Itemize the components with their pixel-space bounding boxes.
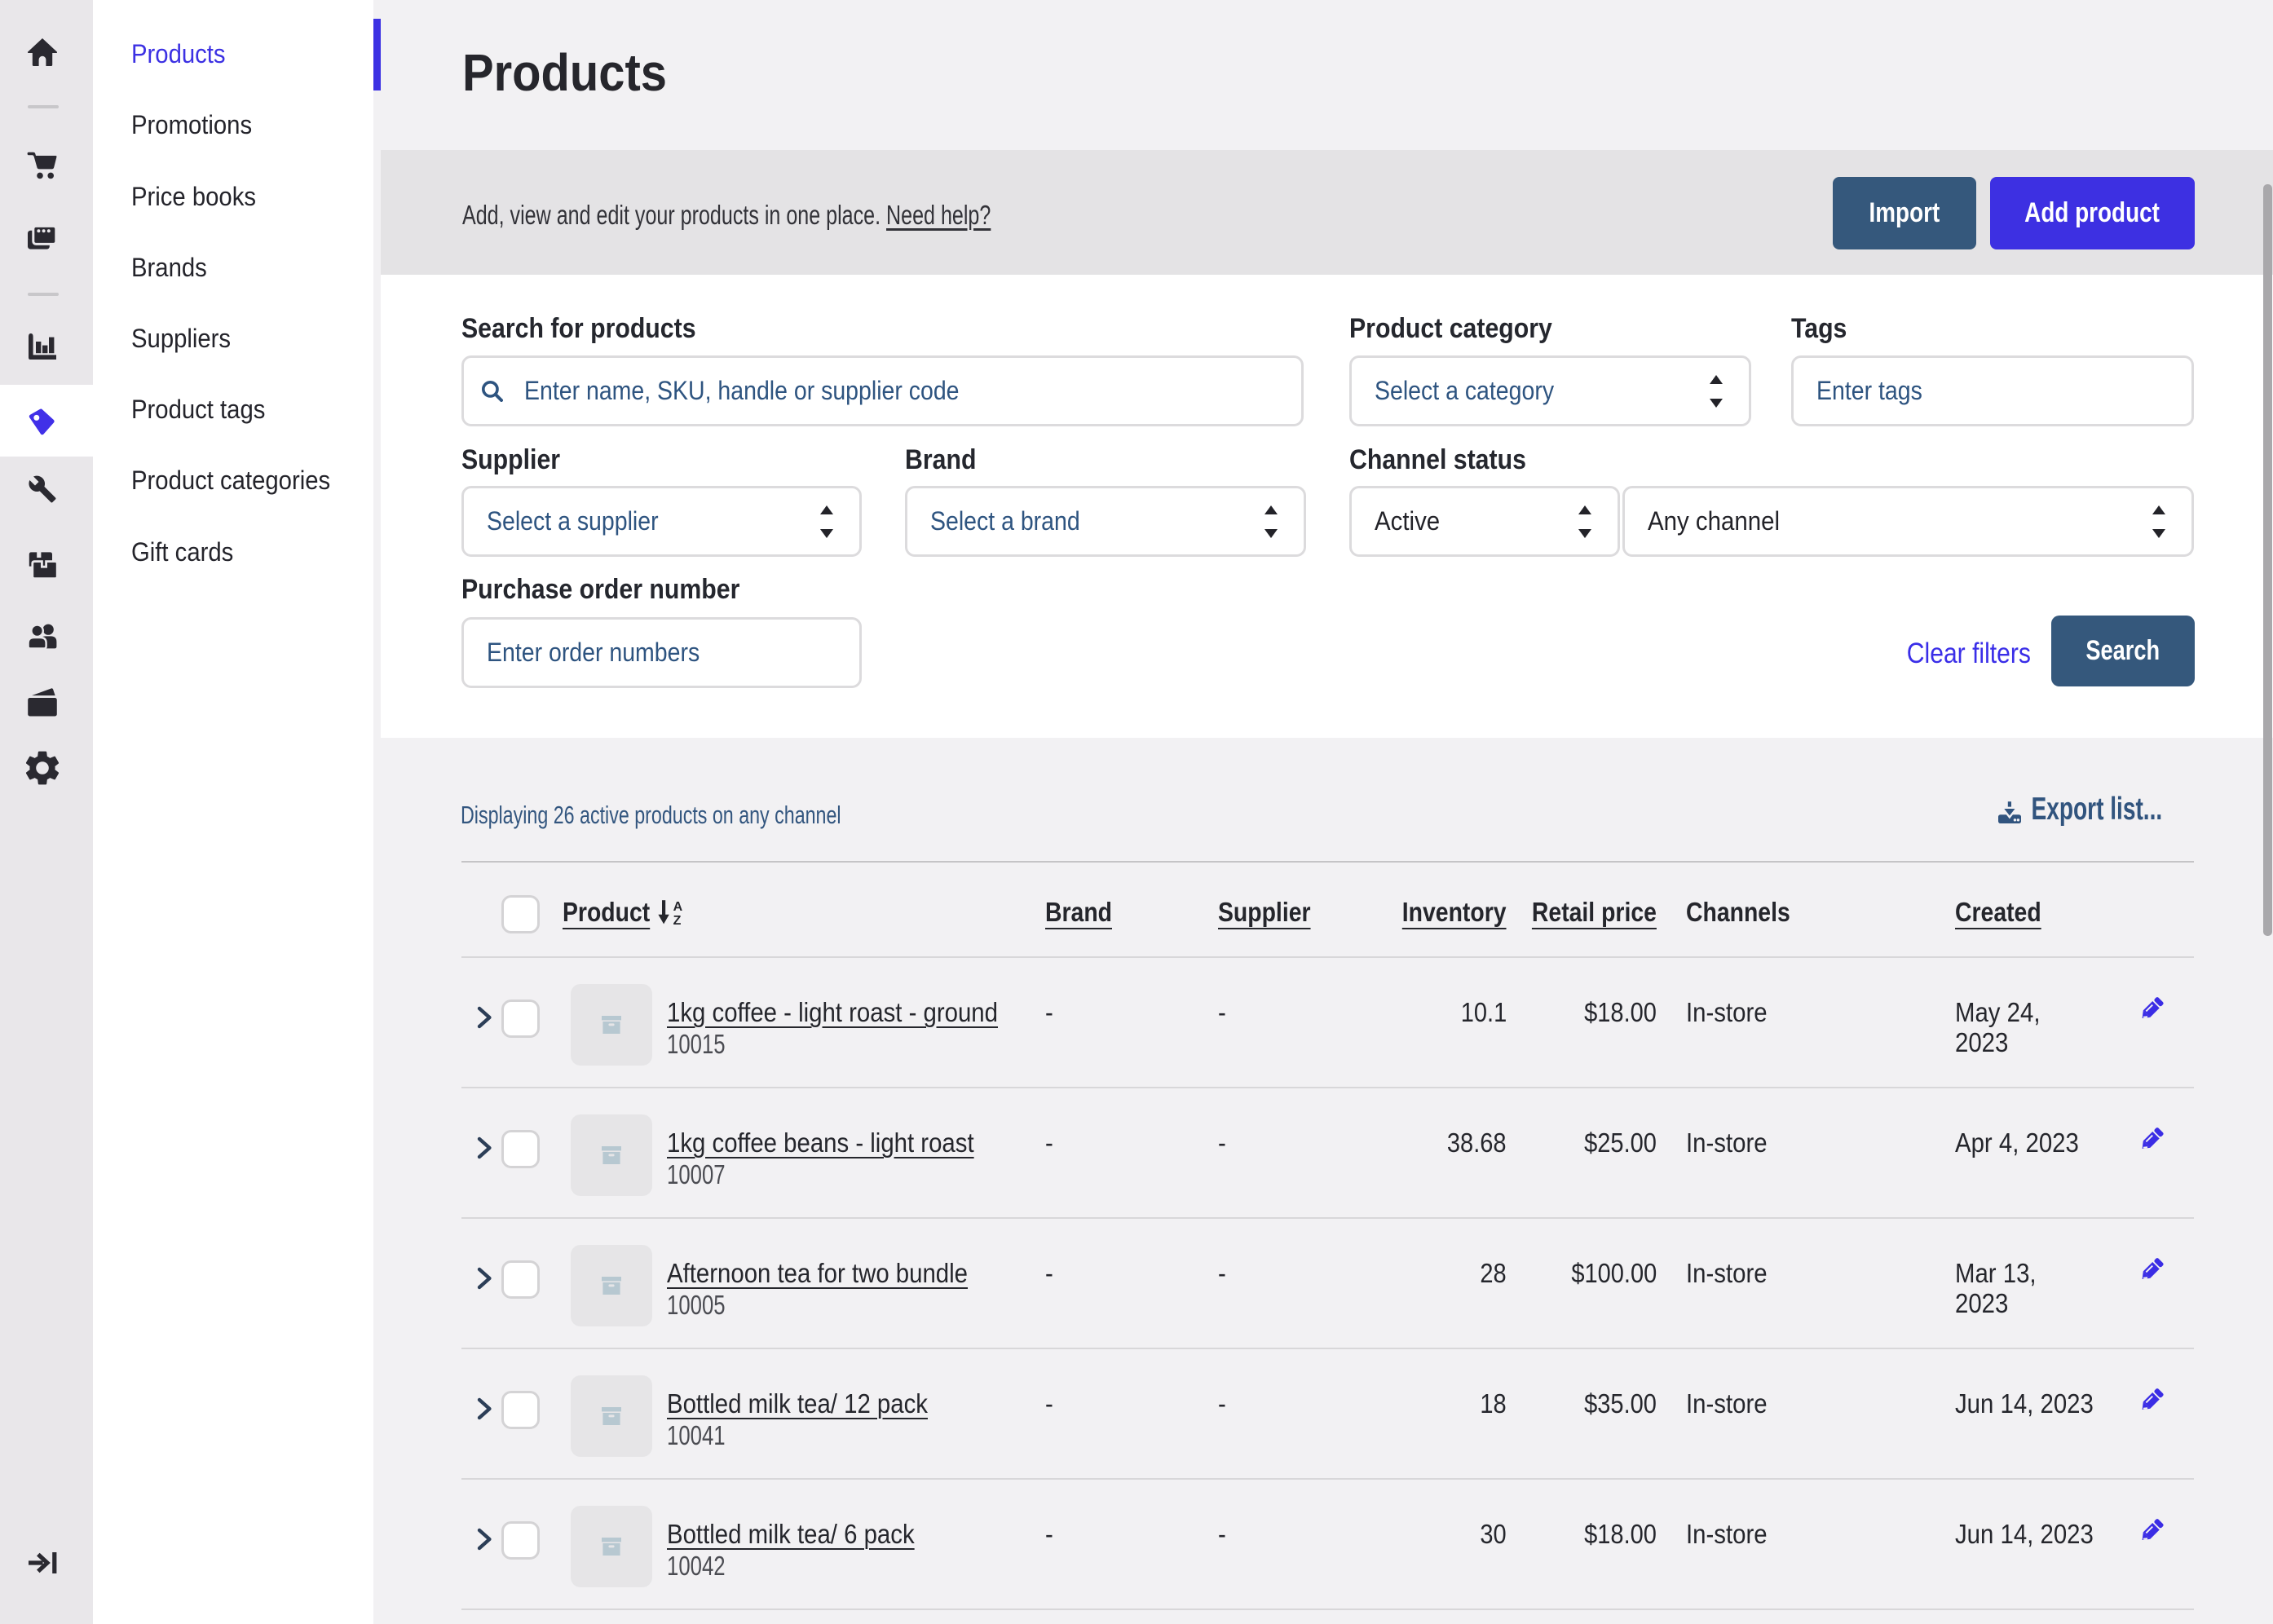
svg-text:A: A bbox=[673, 900, 683, 914]
svg-text:Z: Z bbox=[673, 914, 682, 925]
